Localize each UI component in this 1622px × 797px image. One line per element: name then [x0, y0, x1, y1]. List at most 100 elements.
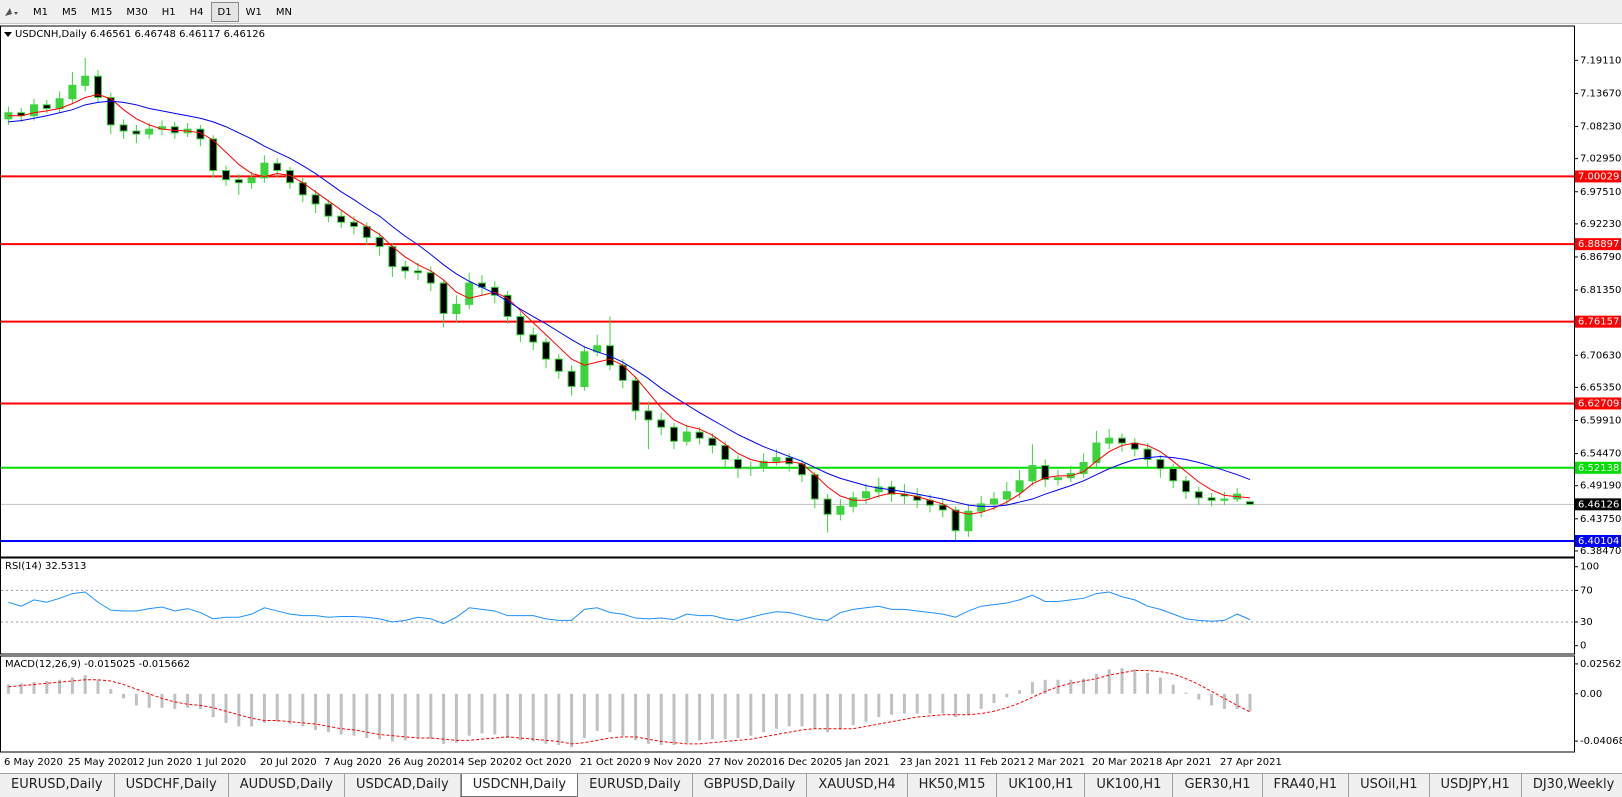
macd-bar	[851, 693, 855, 726]
current-price-bg	[1575, 498, 1621, 511]
level-label-bg	[1575, 238, 1621, 251]
macd-bar	[403, 693, 407, 741]
chart-tab[interactable]: USDCNH,Daily	[460, 774, 579, 797]
chart-tab[interactable]: USDCAD,Daily	[345, 774, 461, 797]
macd-bar	[198, 693, 202, 709]
candle-body	[708, 437, 717, 446]
candle-body	[388, 246, 397, 268]
candle-body	[350, 221, 358, 227]
candle-body	[234, 179, 243, 184]
timeframe-button[interactable]: H1	[161, 6, 176, 18]
candle-body	[1015, 480, 1024, 493]
level-label-bg	[1575, 170, 1621, 183]
chart-tab[interactable]: XAUUSD,H4	[807, 774, 908, 797]
macd-bar	[813, 693, 817, 729]
macd-bar	[1094, 673, 1098, 694]
level-label-bg	[1575, 534, 1621, 547]
macd-bar	[518, 693, 522, 741]
x-tick-label: 21 Oct 2020	[580, 757, 642, 768]
chart-tab[interactable]: USOil,H1	[1349, 774, 1430, 797]
x-tick-label: 5 Jan 2021	[836, 757, 890, 768]
candle-body	[785, 457, 794, 465]
candle-body	[106, 97, 115, 126]
macd-bar	[416, 693, 420, 739]
panel-frame	[0, 655, 1575, 753]
macd-bar	[1197, 693, 1201, 700]
candle-body	[1092, 442, 1101, 464]
candle-body	[452, 303, 461, 314]
timeframe-button[interactable]: D1	[210, 1, 239, 22]
macd-bar	[301, 693, 305, 727]
chart-background	[0, 24, 1622, 773]
chart-tab[interactable]: FRA40,H1	[1263, 774, 1350, 797]
y-tick-label: -0.040687	[1580, 736, 1622, 747]
macd-bar	[173, 693, 177, 709]
macd-bar	[1107, 669, 1111, 694]
chart-tab[interactable]: EURUSD,Daily	[0, 774, 115, 797]
candle-body	[682, 431, 691, 442]
macd-bar	[723, 693, 727, 740]
chart-tab[interactable]: UK100,H1	[997, 774, 1086, 797]
macd-bar	[1069, 679, 1073, 694]
candle-body	[721, 444, 730, 460]
chart-tab[interactable]: USDCHF,Daily	[115, 774, 229, 797]
chart-tab[interactable]: AUDUSD,Daily	[229, 774, 345, 797]
macd-bar	[186, 693, 190, 708]
candle-body	[938, 504, 947, 511]
level-label: 6.88897	[1578, 239, 1619, 250]
macd-bar	[1248, 693, 1252, 712]
candle-body	[375, 236, 384, 248]
candle-body	[426, 272, 435, 284]
timeframe-button[interactable]: M15	[91, 6, 113, 18]
timeframe-button[interactable]: M1	[33, 6, 48, 18]
macd-bar	[1120, 668, 1124, 694]
y-tick-label: 7.08230	[1580, 122, 1621, 133]
x-tick-label: 2 Oct 2020	[516, 757, 571, 768]
chart-tab[interactable]: GER30,H1	[1173, 774, 1263, 797]
candle-body	[439, 282, 448, 314]
macd-bar	[1005, 693, 1009, 698]
candle-body	[132, 130, 141, 135]
macd-bar	[1222, 693, 1226, 709]
candle-body	[42, 104, 51, 109]
macd-bar	[954, 693, 958, 718]
macd-bar	[160, 693, 164, 708]
chart-tab[interactable]: DJ30,Weekly	[1522, 774, 1622, 797]
timeframe-button[interactable]: W1	[245, 6, 262, 18]
macd-bar	[19, 683, 23, 694]
macd-bar	[1082, 678, 1086, 694]
moving-average	[8, 100, 1251, 507]
x-tick-label: 23 Jan 2021	[900, 757, 960, 768]
level-label-bg	[1575, 315, 1621, 328]
macd-bar	[6, 684, 10, 694]
timeframe-button[interactable]: M30	[126, 6, 148, 18]
macd-bar	[582, 693, 586, 739]
y-tick-label: 7.02950	[1580, 154, 1621, 165]
tool-icon[interactable]	[0, 2, 26, 22]
macd-bar	[122, 693, 126, 699]
chart-tabs: EURUSD,Daily USDCHF,Daily AUDUSD,Daily USDC…	[0, 773, 1622, 797]
timeframe-button[interactable]: H4	[189, 6, 204, 18]
level-label-bg	[1575, 397, 1621, 410]
chart-tab[interactable]: USDJPY,H1	[1430, 774, 1522, 797]
candle-body	[913, 495, 922, 501]
y-tick-label: 6.49190	[1580, 481, 1621, 492]
candle-body	[1182, 480, 1190, 493]
macd-bar	[992, 693, 996, 704]
macd-bar	[1146, 672, 1150, 694]
timeframe-button[interactable]: M5	[62, 6, 77, 18]
chart-tab[interactable]: GBPUSD,Daily	[693, 774, 808, 797]
macd-bar	[237, 693, 241, 727]
candle-body	[465, 282, 474, 305]
y-tick-label: 0	[1580, 641, 1586, 652]
chart-tab[interactable]: UK100,H1	[1085, 774, 1174, 797]
macd-bar	[646, 693, 650, 744]
candle-body	[580, 351, 589, 387]
timeframe-button[interactable]: MN	[275, 6, 292, 18]
macd-bar	[877, 693, 881, 718]
candle-body	[222, 170, 230, 181]
chart-tab[interactable]: EURUSD,Daily	[578, 774, 693, 797]
chart-tab[interactable]: HK50,M15	[908, 774, 998, 797]
y-tick-label: 100	[1580, 562, 1599, 573]
